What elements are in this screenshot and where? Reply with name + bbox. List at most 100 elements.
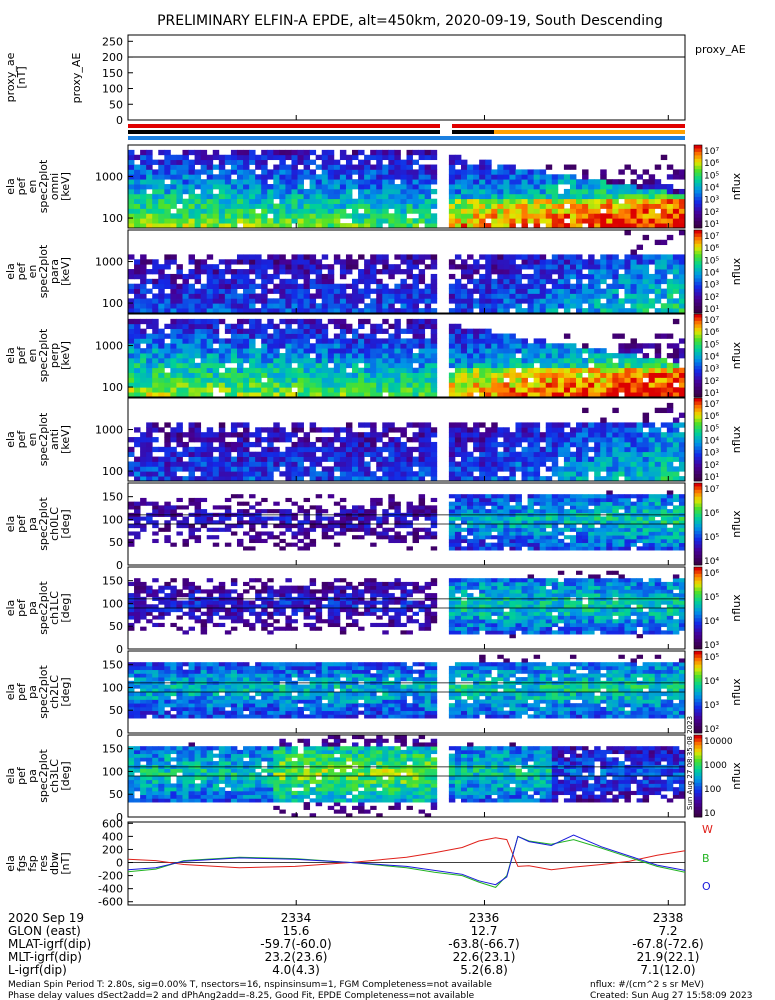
heatmap-cell <box>630 471 637 477</box>
heatmap-cell <box>158 213 165 219</box>
heatmap-cell <box>358 377 365 383</box>
heatmap-cell <box>321 524 329 529</box>
heatmap-cell <box>678 198 686 204</box>
heatmap-cell <box>146 318 153 325</box>
heatmap-cell <box>339 308 347 314</box>
heatmap-cell <box>140 254 147 260</box>
heatmap-cell <box>618 357 625 364</box>
heatmap-cell <box>515 198 522 204</box>
heatmap-cell <box>146 451 153 457</box>
heatmap-cell <box>454 179 462 185</box>
heatmap-cell <box>521 288 528 294</box>
heatmap-cell <box>321 367 329 373</box>
heatmap-cell <box>382 441 389 448</box>
heatmap-cell <box>261 348 268 354</box>
heatmap-cell <box>388 527 395 532</box>
heatmap-cell <box>285 188 292 195</box>
heatmap-cell <box>291 288 298 294</box>
heatmap-cell <box>666 367 674 373</box>
heatmap-cell <box>376 188 383 195</box>
heatmap-cell <box>424 527 432 532</box>
heatmap-cell <box>230 348 238 354</box>
heatmap-cell <box>279 154 286 161</box>
heatmap-cell <box>352 333 359 339</box>
heatmap-cell <box>624 264 631 270</box>
en-ytick-label: 100 <box>102 381 123 394</box>
heatmap-cell <box>267 193 274 200</box>
heatmap-cell <box>291 188 298 195</box>
heatmap-cell <box>400 293 407 299</box>
heatmap-cell <box>224 208 232 214</box>
heatmap-cell <box>473 193 480 200</box>
heatmap-cell <box>624 203 631 209</box>
heatmap-cell <box>236 542 244 547</box>
heatmap-cell <box>255 184 262 190</box>
heatmap-cell <box>648 254 656 260</box>
heatmap-cell <box>406 531 413 536</box>
heatmap-cell <box>394 367 401 373</box>
heatmap-cell <box>454 527 462 532</box>
heatmap-cell <box>557 264 565 270</box>
heatmap-cell <box>358 179 365 185</box>
heatmap-cell <box>497 382 504 388</box>
heatmap-cell <box>527 357 535 364</box>
heatmap-cell <box>672 303 680 309</box>
heatmap-cell <box>164 203 171 209</box>
heatmap-cell <box>291 427 298 433</box>
heatmap-cell <box>588 531 595 536</box>
heatmap-cell <box>473 179 480 185</box>
heatmap-cell <box>430 377 438 383</box>
heatmap-cell <box>146 520 153 525</box>
heatmap-cell <box>236 149 244 156</box>
heatmap-cell <box>158 333 165 339</box>
heatmap-cell <box>400 516 407 521</box>
heatmap-cell <box>388 535 395 540</box>
heatmap-cell <box>642 456 650 462</box>
heatmap-cell <box>128 353 135 359</box>
heatmap-cell <box>454 303 462 309</box>
heatmap-cell <box>563 164 571 170</box>
heatmap-cell <box>406 377 413 383</box>
heatmap-cell <box>236 303 244 309</box>
heatmap-cell <box>600 509 607 514</box>
heatmap-cell <box>206 362 214 369</box>
heatmap-cell <box>134 223 141 229</box>
heatmap-cell <box>146 169 153 175</box>
heatmap-cell <box>370 437 377 443</box>
heatmap-cell <box>485 437 492 443</box>
heatmap-cell <box>230 333 238 339</box>
heatmap-cell <box>485 520 492 525</box>
heatmap-cell <box>315 437 323 443</box>
heatmap-cell <box>424 387 432 393</box>
heatmap-cell <box>267 441 274 448</box>
heatmap-cell <box>412 149 419 156</box>
heatmap-cell <box>551 505 559 510</box>
heatmap-cell <box>140 179 147 185</box>
heatmap-cell <box>503 451 510 457</box>
heatmap-cell <box>497 293 504 299</box>
heatmap-cell <box>236 456 244 462</box>
heatmap-cell <box>333 254 341 260</box>
heatmap-cell <box>648 437 656 443</box>
heatmap-cell <box>654 357 662 364</box>
heatmap-cell <box>297 188 304 195</box>
heatmap-cell <box>297 466 304 472</box>
heatmap-cell <box>224 353 232 359</box>
heatmap-cell <box>424 283 432 289</box>
heatmap-cell <box>140 476 147 482</box>
heatmap-cell <box>164 273 171 280</box>
heatmap-frame-1 <box>127 229 686 314</box>
heatmap-cell <box>273 283 280 289</box>
heatmap-cell <box>255 273 262 280</box>
heatmap-cell <box>158 308 165 314</box>
heatmap-cell <box>654 446 662 453</box>
heatmap-cell <box>170 392 177 398</box>
heatmap-cell <box>497 372 504 378</box>
heatmap-cell <box>255 283 262 289</box>
heatmap-cell <box>236 466 244 472</box>
heatmap-cell <box>557 298 565 304</box>
heatmap-cell <box>460 367 468 373</box>
heatmap-cell <box>345 516 353 521</box>
heatmap-cell <box>224 174 232 180</box>
heatmap-cell <box>188 259 195 265</box>
